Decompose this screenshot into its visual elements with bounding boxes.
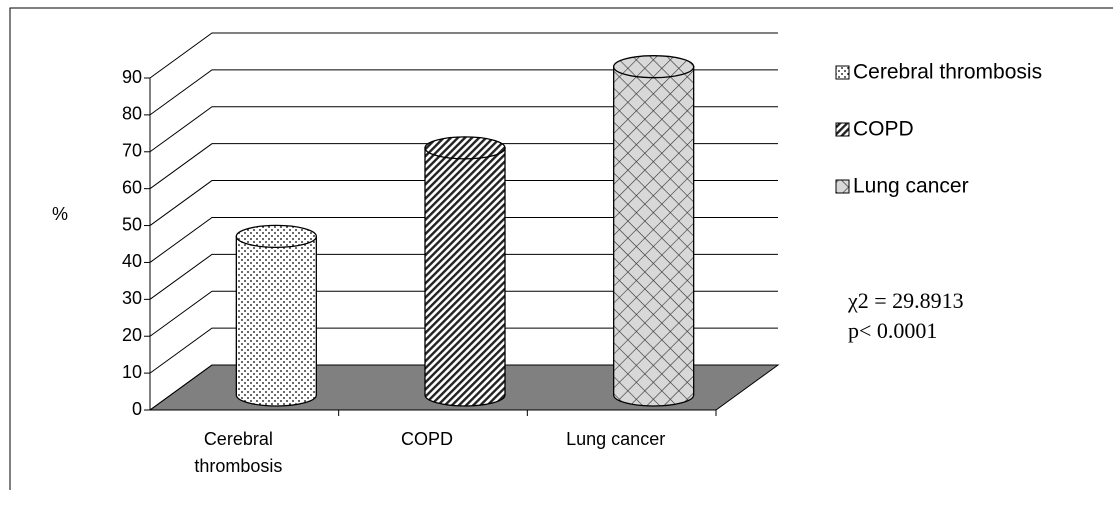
grid-line — [149, 143, 778, 190]
y-tick-label: 80 — [122, 104, 142, 124]
x-tick-label: Cerebral — [204, 429, 273, 449]
y-tick-label: 20 — [122, 325, 142, 345]
y-tick-label: 0 — [132, 399, 142, 419]
annotation: p< 0.0001 — [848, 318, 937, 343]
cylinder — [613, 66, 695, 407]
annotation: χ2 = 29.8913 — [847, 288, 964, 313]
legend-label: Cerebral thrombosis — [853, 61, 1042, 84]
cylinder — [424, 147, 506, 407]
y-axis-label: % — [52, 204, 68, 224]
cylinder-top — [235, 224, 317, 249]
x-tick-label: COPD — [401, 429, 453, 449]
y-tick-label: 30 — [122, 288, 142, 308]
cylinder — [235, 235, 317, 407]
grid-line — [149, 216, 778, 263]
cylinder-top — [424, 136, 506, 160]
grid-line — [149, 364, 778, 411]
legend-label: Lung cancer — [853, 175, 969, 198]
legend-swatch — [835, 122, 850, 137]
y-tick-label: 70 — [122, 141, 142, 161]
y-tick-label: 10 — [122, 362, 142, 382]
legend-swatch — [835, 179, 850, 194]
frame — [9, 7, 1113, 490]
grid-line — [149, 32, 778, 79]
y-tick-label: 50 — [122, 214, 142, 234]
cylinder-top — [613, 55, 695, 79]
y-tick-label: 40 — [122, 251, 142, 271]
legend-swatch — [835, 65, 850, 80]
x-tick-label: Lung cancer — [566, 429, 665, 449]
grid-line — [149, 327, 778, 374]
grid-line — [149, 106, 778, 153]
grid-line — [149, 290, 778, 337]
grid-line — [149, 180, 778, 226]
legend-label: COPD — [853, 118, 914, 141]
y-tick-label: 90 — [122, 67, 142, 87]
grid-line — [149, 69, 778, 116]
x-tick-label: thrombosis — [194, 456, 282, 476]
y-tick-label: 60 — [122, 177, 142, 197]
grid-line — [149, 253, 778, 300]
